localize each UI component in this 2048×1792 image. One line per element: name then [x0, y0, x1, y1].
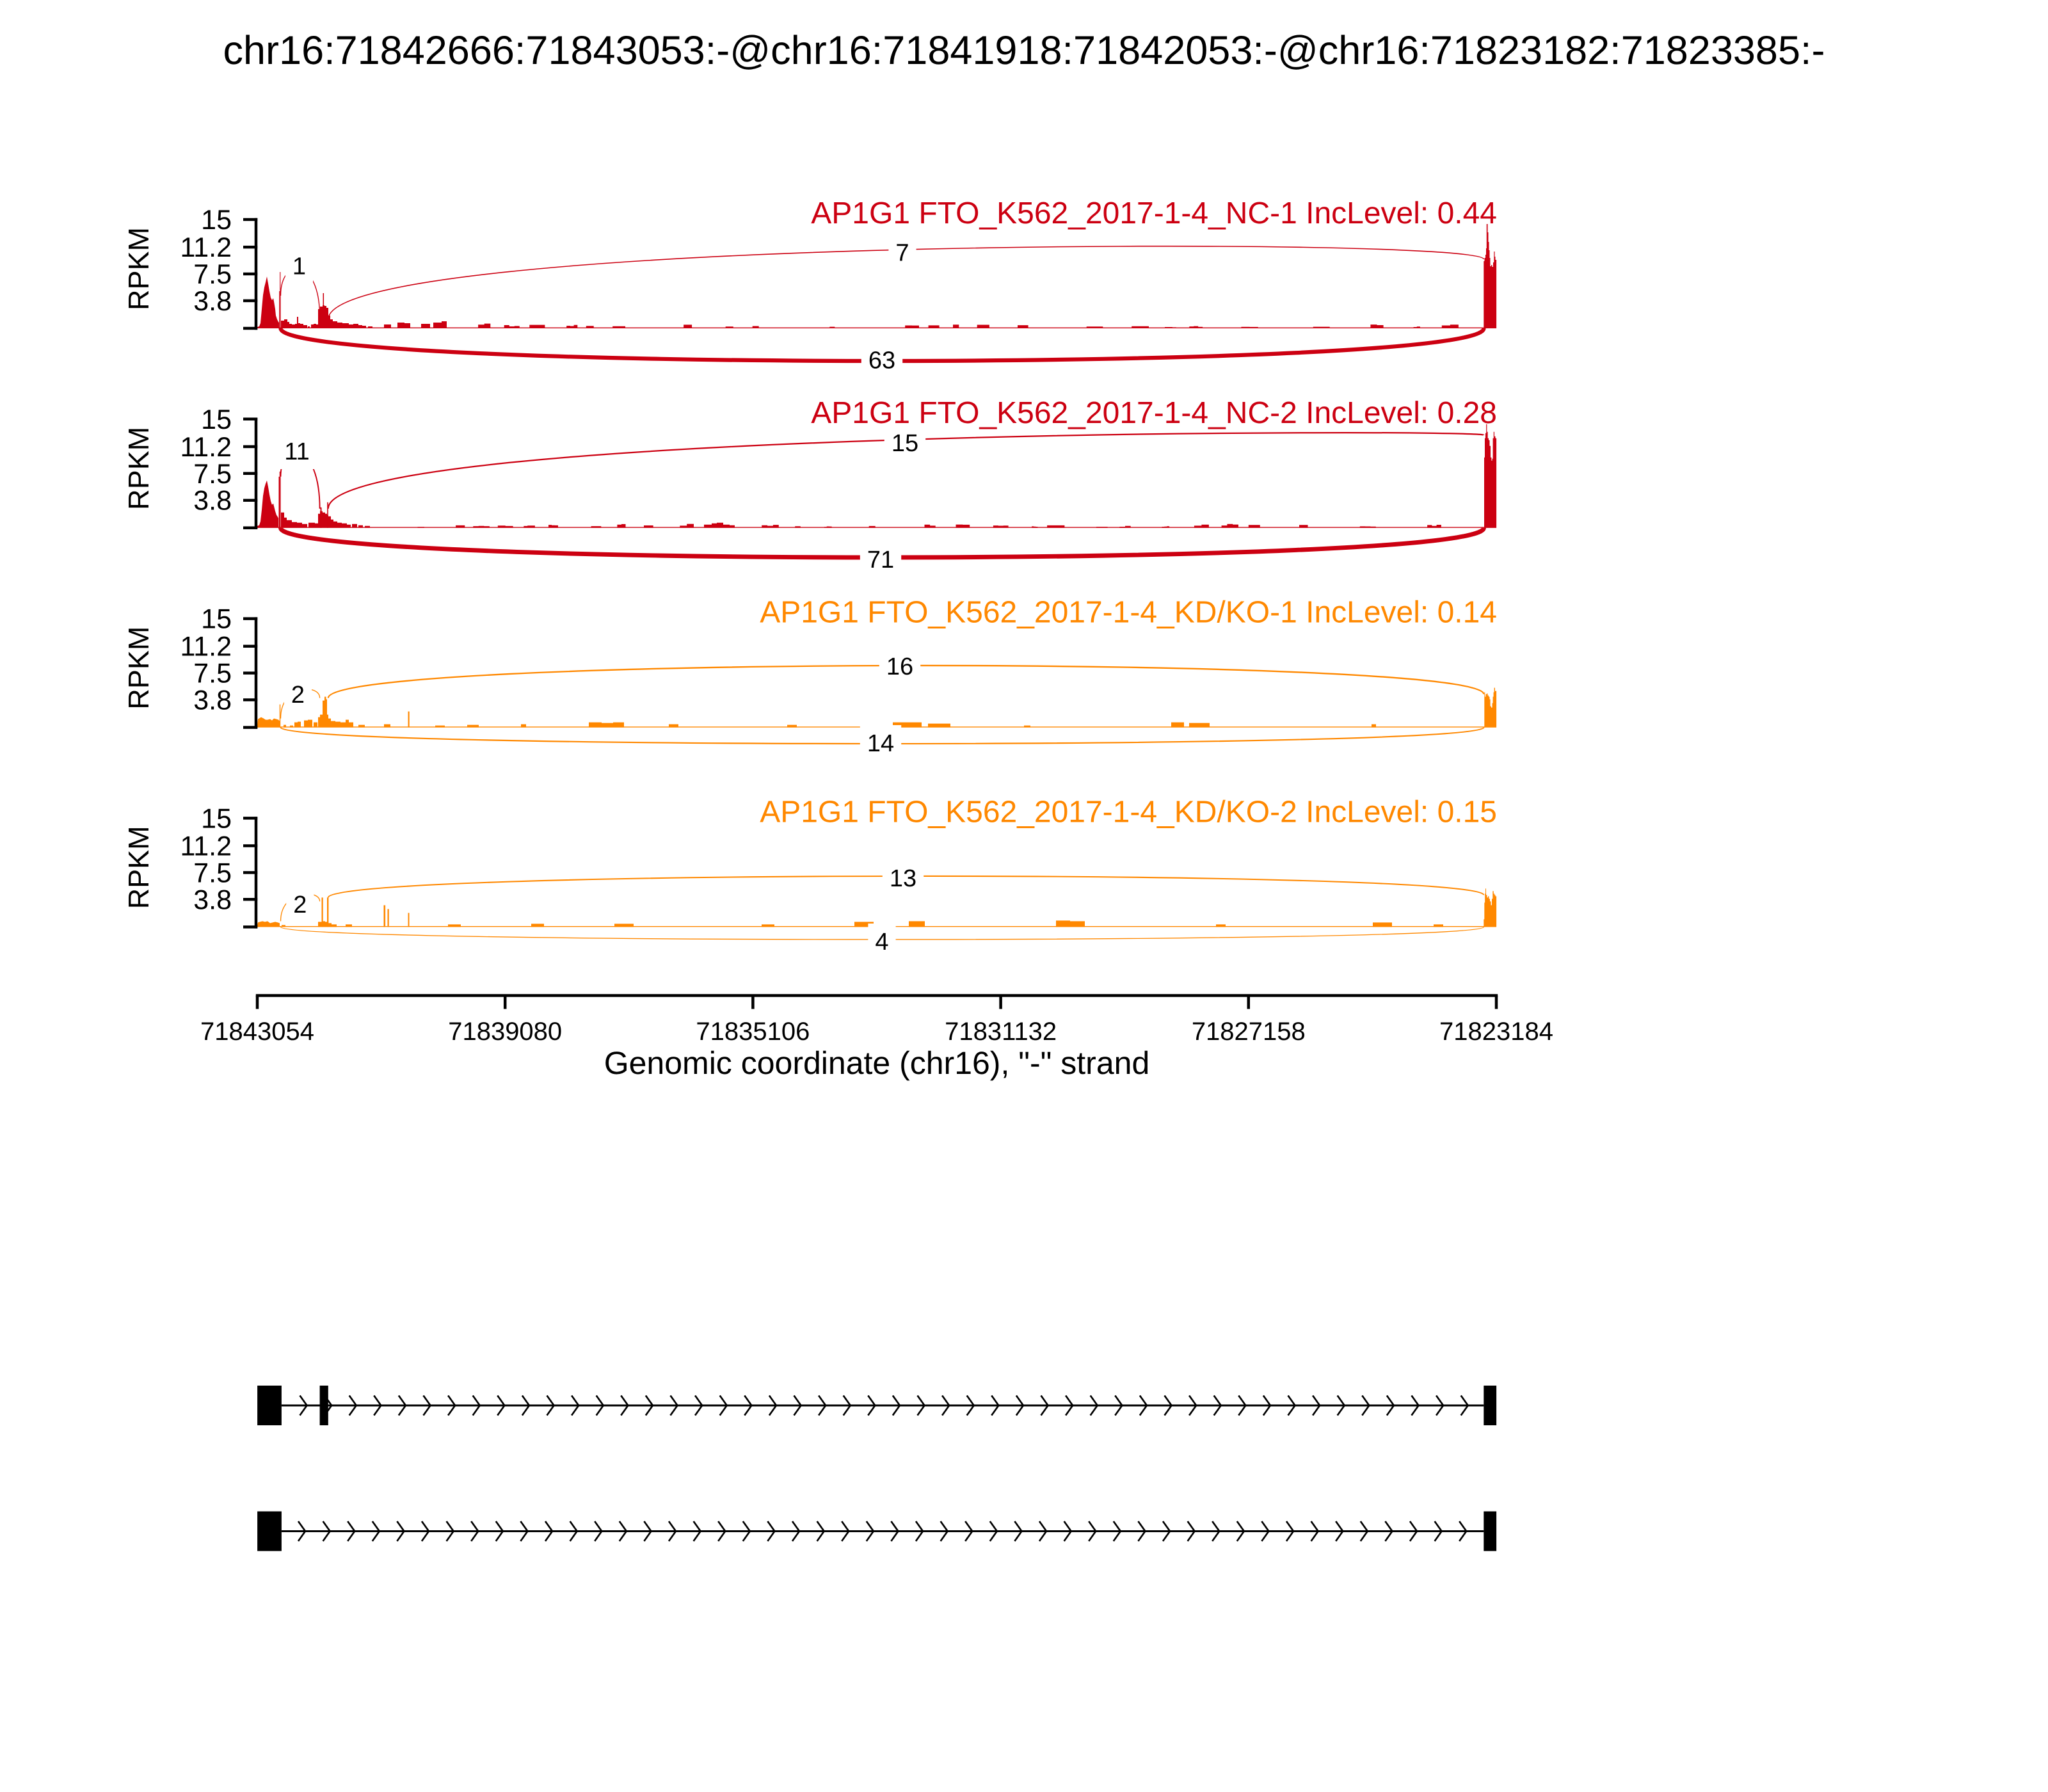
svg-text:AP1G1 FTO_K562_2017-1-4_NC-2 I: AP1G1 FTO_K562_2017-1-4_NC-2 IncLevel: 0…	[811, 396, 1497, 430]
svg-text:71839080: 71839080	[448, 1018, 562, 1046]
svg-text:1: 1	[292, 253, 306, 280]
svg-text:63: 63	[868, 348, 895, 374]
svg-text:Genomic coordinate (chr16), "-: Genomic coordinate (chr16), "-" strand	[604, 1045, 1150, 1081]
svg-text:15: 15	[201, 604, 232, 635]
svg-text:71843054: 71843054	[200, 1018, 314, 1046]
svg-text:16: 16	[886, 653, 913, 680]
svg-text:3.8: 3.8	[193, 286, 232, 317]
svg-text:11: 11	[284, 438, 309, 465]
svg-text:2: 2	[293, 892, 307, 918]
svg-text:RPKM: RPKM	[122, 227, 155, 310]
svg-text:71827158: 71827158	[1192, 1018, 1306, 1046]
svg-text:15: 15	[201, 404, 232, 435]
svg-text:15: 15	[892, 430, 918, 457]
svg-text:RPKM: RPKM	[122, 627, 155, 710]
svg-text:11.2: 11.2	[180, 232, 232, 263]
svg-text:3.8: 3.8	[193, 884, 232, 915]
svg-text:11.2: 11.2	[180, 831, 232, 862]
svg-text:AP1G1 FTO_K562_2017-1-4_NC-1 I: AP1G1 FTO_K562_2017-1-4_NC-1 IncLevel: 0…	[811, 196, 1497, 230]
svg-text:15: 15	[201, 803, 232, 834]
svg-text:3.8: 3.8	[193, 486, 232, 516]
svg-text:7.5: 7.5	[193, 659, 232, 689]
svg-text:11.2: 11.2	[180, 432, 232, 463]
svg-text:7.5: 7.5	[193, 259, 232, 290]
svg-text:71823184: 71823184	[1439, 1018, 1553, 1046]
svg-text:chr16:71842666:71843053:-@chr1: chr16:71842666:71843053:-@chr16:71841918…	[223, 28, 1825, 73]
svg-text:71: 71	[867, 547, 894, 573]
svg-text:AP1G1 FTO_K562_2017-1-4_KD/KO-: AP1G1 FTO_K562_2017-1-4_KD/KO-2 IncLevel…	[760, 795, 1497, 829]
svg-text:RPKM: RPKM	[122, 427, 155, 510]
svg-text:3.8: 3.8	[193, 685, 232, 716]
svg-text:7.5: 7.5	[193, 858, 232, 888]
svg-text:7.5: 7.5	[193, 459, 232, 490]
svg-text:11.2: 11.2	[180, 632, 232, 662]
svg-text:71831132: 71831132	[945, 1018, 1057, 1046]
svg-text:RPKM: RPKM	[122, 826, 155, 909]
svg-text:71835106: 71835106	[696, 1018, 810, 1046]
svg-text:13: 13	[890, 865, 916, 892]
svg-text:7: 7	[895, 240, 909, 267]
svg-text:AP1G1 FTO_K562_2017-1-4_KD/KO-: AP1G1 FTO_K562_2017-1-4_KD/KO-1 IncLevel…	[760, 596, 1497, 630]
svg-text:4: 4	[875, 929, 888, 956]
svg-text:15: 15	[201, 205, 232, 236]
svg-text:2: 2	[291, 682, 305, 708]
svg-text:14: 14	[867, 730, 894, 757]
